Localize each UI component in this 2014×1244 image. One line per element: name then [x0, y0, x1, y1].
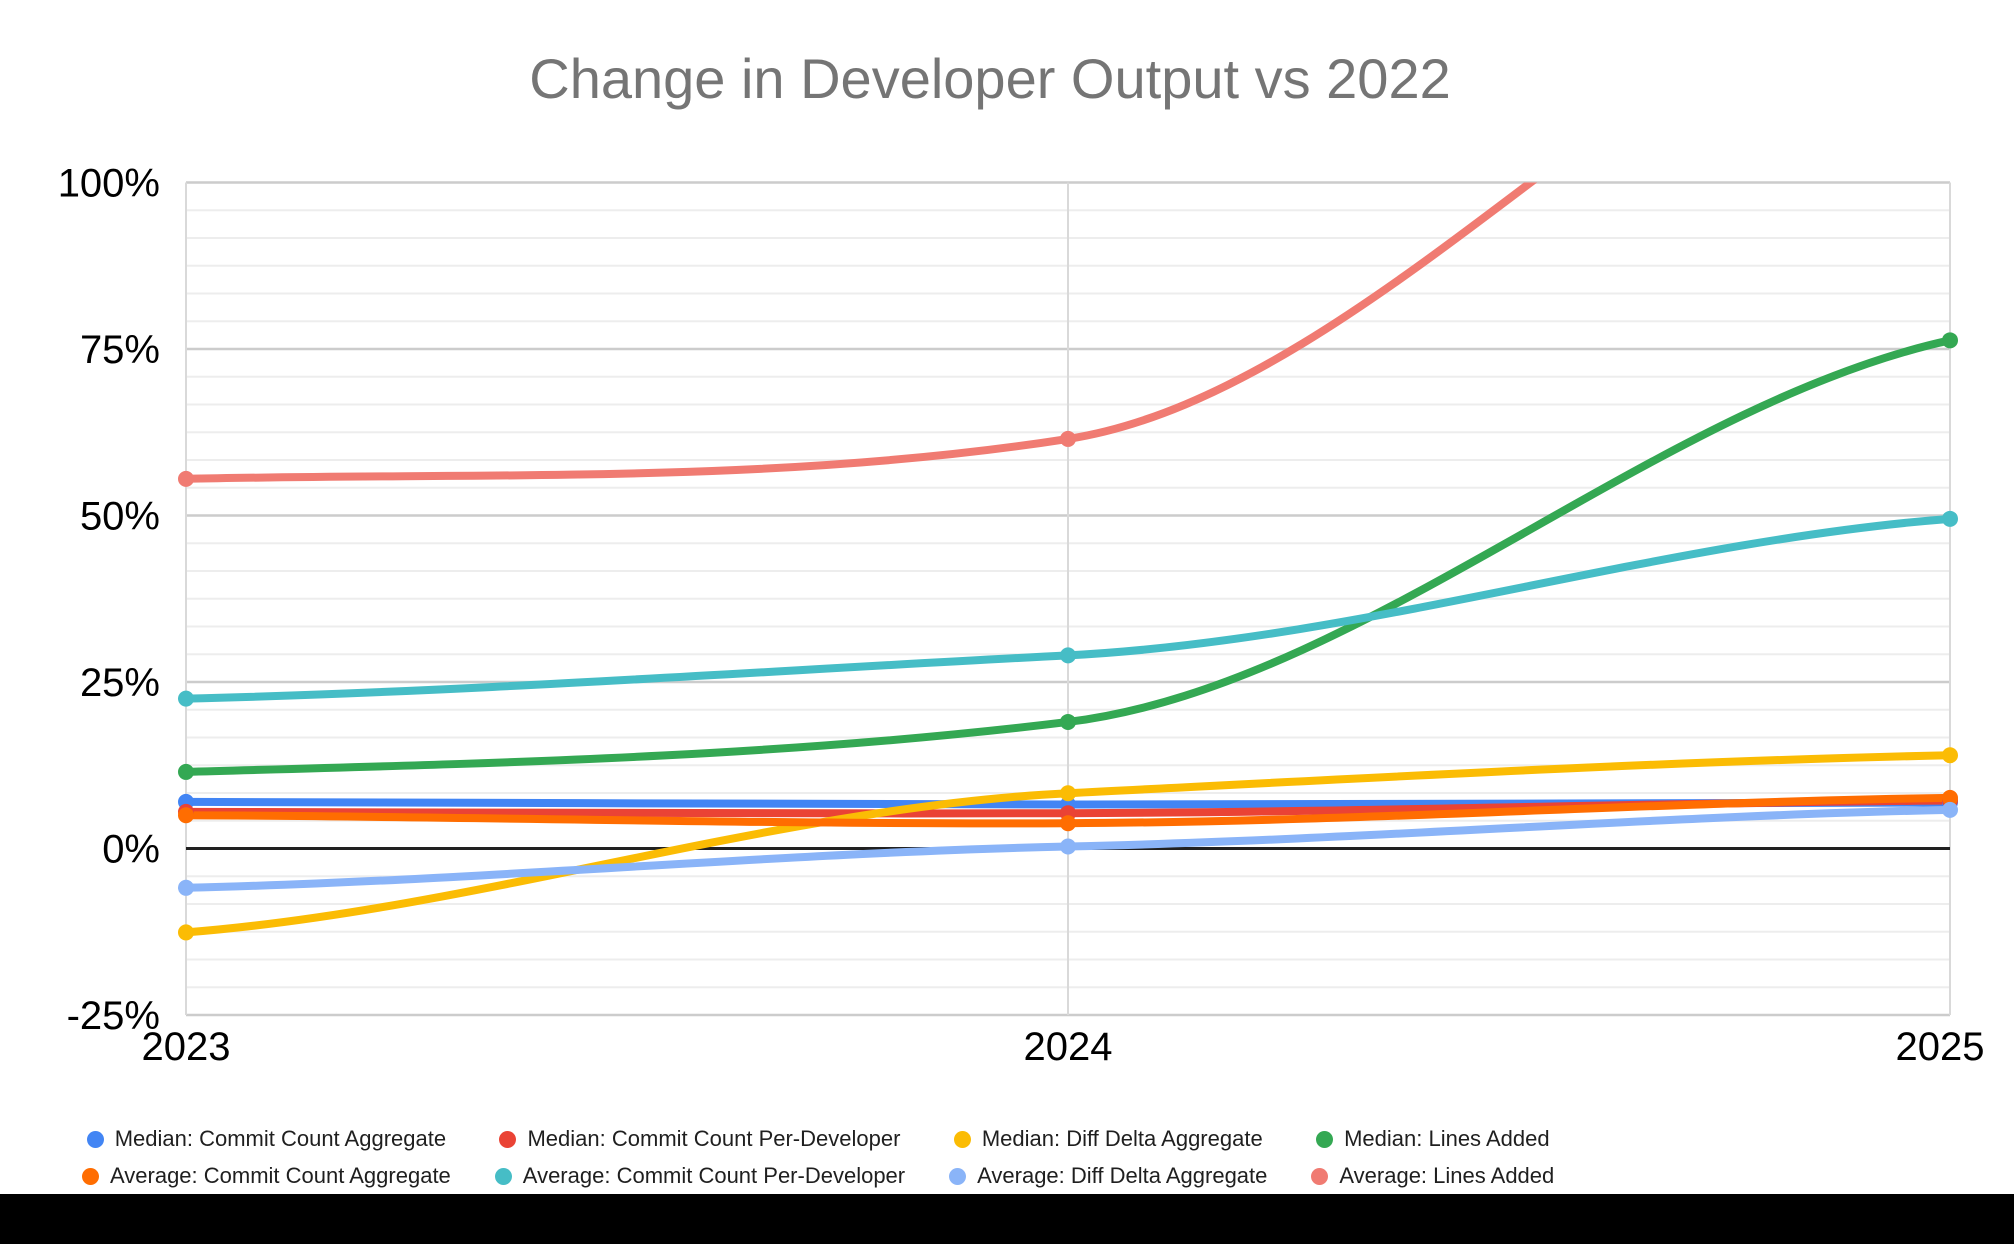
legend-swatch-icon [82, 1167, 99, 1185]
series-point-average-commit-count-per-developer-2024[interactable] [1060, 647, 1076, 664]
series-point-average-diff-delta-aggregate-2025[interactable] [1942, 801, 1958, 818]
legend: Median: Commit Count Aggregate Median: Co… [82, 1126, 1554, 1189]
legend-label: Median: Lines Added [1344, 1126, 1550, 1151]
x-axis-tick-label: 2023 [142, 1025, 231, 1069]
legend-item-median-commit-count-aggregate[interactable]: Median: Commit Count Aggregate [86, 1126, 447, 1152]
series-point-average-commit-count-per-developer-2025[interactable] [1942, 510, 1958, 527]
legend-item-average-lines-added[interactable]: Average: Lines Added [1311, 1163, 1554, 1189]
x-axis-tick-label: 2024 [1024, 1025, 1113, 1069]
series-point-median-lines-added-2023[interactable] [178, 763, 194, 780]
bottom-screen-edge-bar [0, 1194, 2014, 1244]
series-point-median-lines-added-2024[interactable] [1060, 713, 1076, 730]
y-axis-tick-label: 25% [80, 661, 160, 705]
series-point-median-diff-delta-aggregate-2025[interactable] [1942, 747, 1958, 764]
legend-swatch-icon [499, 1130, 517, 1148]
series-point-average-diff-delta-aggregate-2023[interactable] [178, 879, 194, 896]
legend-label: Average: Diff Delta Aggregate [977, 1163, 1268, 1188]
legend-label: Average: Lines Added [1339, 1163, 1555, 1188]
legend-swatch-icon [953, 1130, 971, 1148]
series-point-average-commit-count-aggregate-2024[interactable] [1060, 815, 1076, 832]
legend-label: Average: Commit Count Aggregate [110, 1163, 451, 1188]
y-axis-tick-label: 100% [58, 162, 160, 206]
legend-swatch-icon [1316, 1130, 1334, 1148]
legend-swatch-icon [949, 1167, 967, 1185]
series-point-average-diff-delta-aggregate-2024[interactable] [1060, 838, 1076, 855]
legend-item-median-commit-count-per-developer[interactable]: Median: Commit Count Per-Developer [499, 1126, 900, 1152]
legend-item-median-diff-delta-aggregate[interactable]: Median: Diff Delta Aggregate [953, 1126, 1263, 1152]
series-point-average-lines-added-2023[interactable] [178, 470, 194, 487]
y-axis-tick-label: 0% [102, 828, 160, 872]
series-line-average-lines-added[interactable] [185, 0, 1950, 483]
legend-label: Average: Commit Count Per-Developer [522, 1163, 906, 1188]
legend-label: Median: Commit Count Aggregate [114, 1126, 447, 1151]
legend-label: Median: Commit Count Per-Developer [527, 1126, 901, 1151]
x-axis-tick-label: 2025 [1896, 1025, 1985, 1069]
legend-item-average-diff-delta-aggregate[interactable]: Average: Diff Delta Aggregate [949, 1163, 1267, 1189]
y-axis-tick-label: -25% [67, 994, 160, 1038]
legend-item-median-lines-added[interactable]: Median: Lines Added [1316, 1126, 1550, 1152]
gridlines [185, 181, 1951, 1017]
chart-title: Change in Developer Output vs 2022 [529, 47, 1451, 110]
axis-labels: 100% 75% 50% 25% 0% -25%2023 2024 2025 [58, 162, 1985, 1070]
legend-swatch-icon [86, 1130, 104, 1148]
y-axis-tick-label: 75% [80, 328, 160, 372]
series-markers [178, 332, 1958, 941]
legend-item-average-commit-count-aggregate[interactable]: Average: Commit Count Aggregate [82, 1163, 451, 1189]
series-point-average-commit-count-aggregate-2023[interactable] [178, 807, 194, 824]
legend-label: Median: Diff Delta Aggregate [981, 1126, 1263, 1151]
series-point-average-lines-added-2024[interactable] [1060, 430, 1076, 447]
series-point-average-commit-count-per-developer-2023[interactable] [178, 690, 194, 707]
legend-item-average-commit-count-per-developer[interactable]: Average: Commit Count Per-Developer [494, 1163, 906, 1189]
series-point-average-commit-count-aggregate-2025[interactable] [1942, 789, 1958, 806]
series-point-median-lines-added-2025[interactable] [1942, 332, 1958, 349]
series-point-median-diff-delta-aggregate-2023[interactable] [178, 924, 194, 941]
legend-swatch-icon [1311, 1167, 1329, 1185]
legend-swatch-icon [494, 1167, 512, 1185]
y-axis-tick-label: 50% [80, 495, 160, 539]
series-point-median-diff-delta-aggregate-2024[interactable] [1060, 785, 1076, 802]
